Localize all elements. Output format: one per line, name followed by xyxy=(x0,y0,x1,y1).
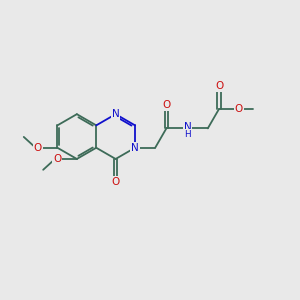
Text: N: N xyxy=(184,122,191,132)
Text: N: N xyxy=(112,109,119,119)
Text: H: H xyxy=(184,130,191,139)
Text: O: O xyxy=(53,154,61,164)
Text: O: O xyxy=(112,177,120,187)
Text: O: O xyxy=(162,100,170,110)
Text: O: O xyxy=(235,104,243,114)
Text: O: O xyxy=(215,81,223,91)
Text: O: O xyxy=(34,143,42,153)
Text: N: N xyxy=(131,143,139,153)
